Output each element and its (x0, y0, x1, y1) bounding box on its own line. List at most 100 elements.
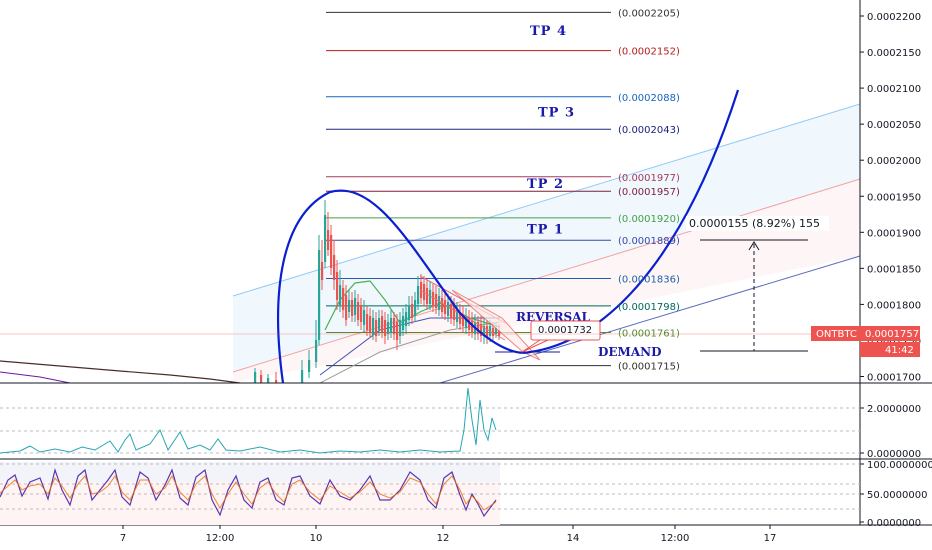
take-profit-labels: TP 4 TP 3 TP 2 TP 1 (527, 24, 575, 237)
candle-body (378, 318, 381, 330)
candle-body (330, 235, 333, 268)
candle-body (336, 272, 339, 300)
current-price-badge: 0.0001757 (860, 326, 920, 341)
svg-text:41:42: 41:42 (885, 345, 914, 356)
candle-body (348, 300, 351, 312)
candle-body (366, 314, 369, 330)
candle-body (372, 318, 375, 335)
take-profit-label: TP 3 (538, 106, 575, 121)
price-tick-label: 0.0001700 (867, 373, 921, 384)
price-tick-label: 0.0001850 (867, 264, 921, 275)
candle-body (345, 295, 348, 320)
candle-body (333, 255, 336, 280)
time-axis[interactable]: 7 12:00 10 12 14 12:00 17 (120, 525, 777, 544)
candle-body (354, 298, 357, 315)
candle-body (318, 250, 321, 340)
candle-body (411, 304, 414, 318)
time-tick-label: 12:00 (661, 533, 690, 544)
channel-line-bottom (439, 255, 861, 384)
ind2-tick-label: 100.0000000 (867, 460, 932, 471)
candle-body (477, 322, 480, 334)
candle-body (435, 294, 438, 308)
svg-text:ONTBTC: ONTBTC (816, 329, 857, 340)
ma-purple (0, 371, 71, 384)
candle-body (308, 360, 311, 372)
candle-body (408, 306, 411, 320)
candle-body (275, 380, 278, 383)
take-profit-label: TP 4 (530, 24, 567, 39)
channel-line-mid (232, 178, 861, 373)
take-profit-label: TP 1 (527, 222, 564, 237)
price-tick-label: 0.0001900 (867, 228, 921, 239)
level-label: (0.0001957) (618, 187, 680, 198)
candle-body (387, 322, 390, 334)
countdown-badge: 41:42 (860, 342, 920, 357)
ind1-tick-label: 2.0000000 (867, 404, 921, 415)
candle-body (351, 300, 354, 316)
measure-arrow-head (748, 241, 760, 251)
candle-body (417, 286, 420, 304)
price-tag: 0.0001732 (521, 320, 601, 353)
price-tick-label: 0.0002150 (867, 48, 921, 59)
take-profit-label: TP 2 (527, 177, 564, 192)
indicator-pane-1[interactable]: 2.0000000 0.0000000 (0, 387, 921, 460)
candle-body (468, 318, 471, 330)
candle-body (260, 375, 263, 383)
candle-body (396, 322, 399, 340)
price-tick-label: 0.0002050 (867, 120, 921, 131)
measure-label: 0.0000155 (8.92%) 155 (689, 217, 820, 230)
price-tick-label: 0.0001950 (867, 192, 921, 203)
time-tick-label: 14 (567, 533, 580, 544)
candle-body (363, 310, 366, 325)
candle-body (357, 302, 360, 320)
level-label: (0.0001836) (618, 274, 680, 285)
candle-body (315, 340, 318, 362)
level-labels: (0.0002205) (0.0002152) (0.0002088) (0.0002… (618, 8, 680, 372)
candle-body (432, 292, 435, 306)
candle-body (327, 230, 330, 250)
svg-text:0.0001757: 0.0001757 (865, 329, 919, 340)
candle-body (429, 290, 432, 304)
symbol-badge: ONTBTC (811, 326, 860, 341)
indicator-1-line (0, 387, 497, 454)
ind1-tick-label: 0.0000000 (867, 449, 921, 460)
demand-label: DEMAND (598, 345, 662, 359)
level-label: (0.0002088) (618, 93, 680, 104)
time-tick-label: 12 (437, 533, 450, 544)
price-tick-label: 0.0002000 (867, 156, 921, 167)
projection-curve (277, 89, 740, 384)
candle-body (495, 328, 498, 334)
candle-body (486, 326, 489, 338)
candle-body (492, 328, 495, 336)
candle-body (390, 318, 393, 332)
candle-body (441, 298, 444, 312)
candle-body (483, 326, 486, 336)
level-label: (0.0002043) (618, 125, 680, 136)
channel-fill-upper (233, 104, 860, 372)
candle-body (480, 324, 483, 336)
candle-body (399, 320, 402, 336)
time-tick-label: 10 (310, 533, 323, 544)
candle-body (339, 285, 342, 305)
level-label: (0.0001761) (618, 329, 680, 340)
level-label: (0.0001798) (618, 302, 680, 313)
level-label: (0.0002152) (618, 47, 680, 58)
candle-body (375, 320, 378, 336)
candle-body (393, 318, 396, 334)
wedge-outline (451, 289, 541, 361)
candle-body (438, 296, 441, 310)
candle-body (324, 215, 327, 262)
indicator-pane-2[interactable]: 100.0000000 50.0000000 0.0000000 (0, 460, 932, 529)
candle-body (402, 316, 405, 330)
time-tick-label: 17 (764, 533, 777, 544)
price-axis[interactable]: 0.0002200 0.0002150 0.0002100 0.0002050 0.00… (859, 0, 932, 525)
candle-body (414, 300, 417, 316)
svg-text:0.0001732: 0.0001732 (538, 325, 592, 336)
level-label: (0.0001920) (618, 214, 680, 225)
measure-label-bg (686, 216, 829, 231)
candle-body (465, 316, 468, 328)
candle-body (444, 300, 447, 314)
candle-body (342, 288, 345, 310)
price-tick-label: 0.0002200 (867, 12, 921, 23)
